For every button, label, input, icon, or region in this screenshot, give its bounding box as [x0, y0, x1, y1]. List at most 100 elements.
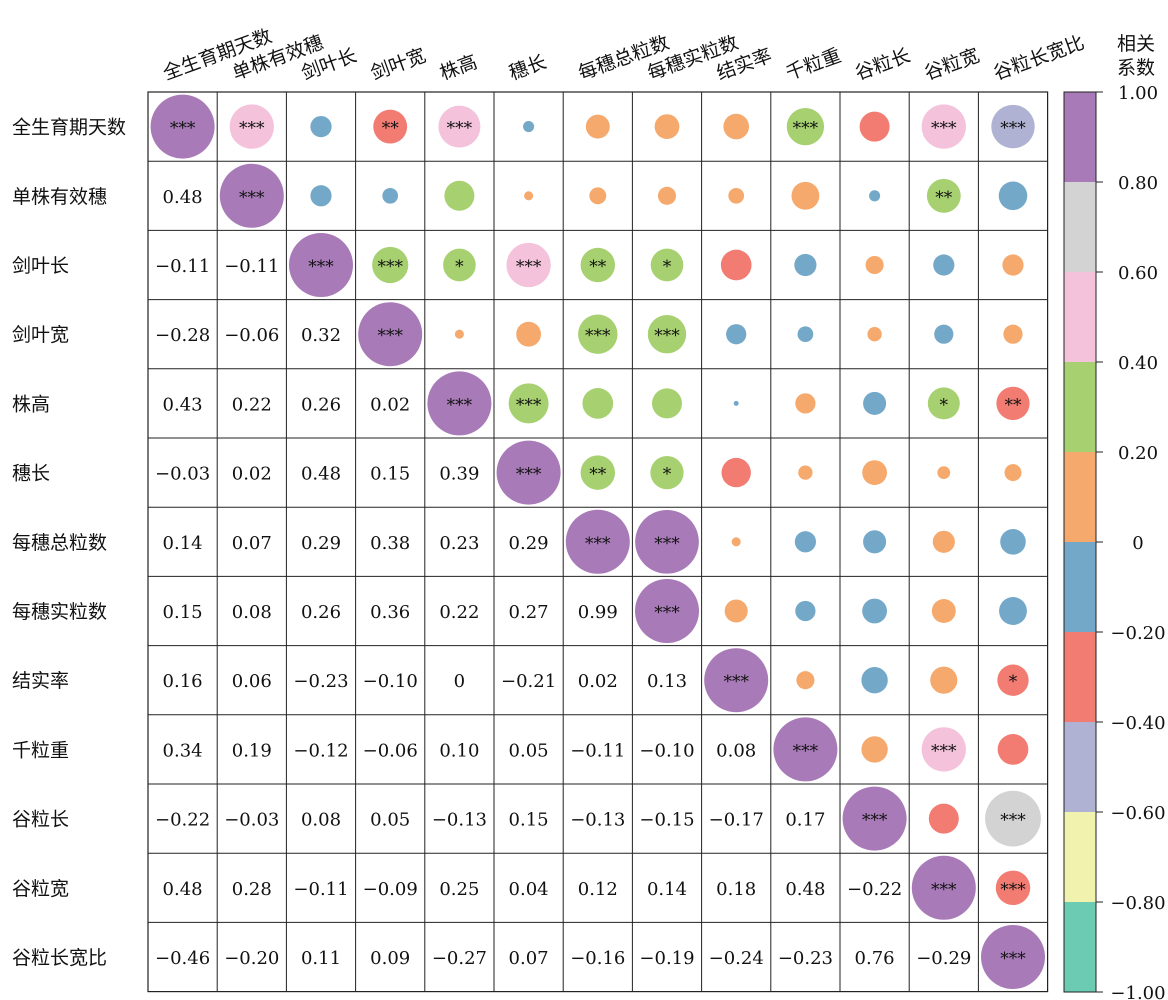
- correlation-value: 0.07: [232, 533, 272, 554]
- correlation-value: −0.24: [709, 948, 764, 969]
- correlation-circle: [937, 466, 951, 479]
- correlation-circle: [635, 579, 699, 643]
- significance-mark: *: [1009, 672, 1018, 692]
- significance-mark: ***: [516, 465, 542, 485]
- correlation-value: 0.22: [232, 394, 272, 415]
- significance-mark: *: [455, 257, 464, 277]
- correlation-circle: [496, 440, 561, 505]
- correlation-circle: [704, 648, 769, 713]
- correlation-circle: [654, 114, 680, 139]
- significance-mark: ***: [377, 257, 403, 277]
- significance-mark: ***: [862, 811, 888, 831]
- significance-mark: ***: [654, 326, 680, 346]
- correlation-value: −0.12: [293, 740, 348, 761]
- correlation-value: 0.43: [163, 394, 203, 415]
- significance-mark: ***: [239, 188, 265, 208]
- correlation-value: 0.08: [232, 602, 272, 623]
- row-labels: 全生育期天数单株有效穗剑叶长剑叶宽株高穗长每穗总粒数每穗实粒数结实率千粒重谷粒长…: [12, 117, 126, 969]
- correlation-circle: [565, 509, 630, 574]
- correlation-circle: [427, 371, 492, 436]
- correlation-value: −0.23: [293, 671, 348, 692]
- correlation-circle: [723, 113, 749, 140]
- correlation-circle: [862, 598, 887, 624]
- correlation-circle: [995, 870, 1031, 906]
- correlation-value: 0.34: [163, 740, 203, 761]
- correlation-circle: [911, 855, 976, 920]
- column-label: 株高: [437, 51, 480, 85]
- colorbar-bin: [1064, 542, 1096, 632]
- correlation-circle: [372, 246, 409, 284]
- colorbar-bin: [1064, 92, 1096, 182]
- correlation-value: 0.08: [716, 740, 756, 761]
- correlation-circle: [721, 457, 751, 488]
- significance-mark: ***: [377, 326, 403, 346]
- significance-mark: *: [940, 395, 949, 415]
- colorbar-tick-label: −0.20: [1110, 623, 1165, 644]
- correlation-circle: [798, 465, 813, 480]
- correlation-circle: [796, 671, 815, 690]
- correlation-circle: [985, 790, 1041, 847]
- significance-mark: ***: [447, 395, 473, 415]
- correlation-value: 0.15: [370, 464, 410, 485]
- significance-mark: ***: [931, 119, 957, 139]
- correlation-value: 0.13: [647, 671, 687, 692]
- significance-mark: ***: [793, 119, 819, 139]
- correlation-value: −0.11: [155, 256, 210, 277]
- correlation-value: 0.27: [509, 602, 549, 623]
- significance-mark: **: [382, 119, 400, 139]
- colorbar-bin: [1064, 182, 1096, 272]
- significance-mark: *: [663, 257, 672, 277]
- correlation-circle: [651, 388, 683, 419]
- correlation-value: 0.04: [509, 879, 549, 900]
- correlation-value: 0.23: [439, 533, 479, 554]
- significance-mark: ***: [585, 326, 611, 346]
- significance-mark: ***: [308, 257, 334, 277]
- colorbar-tick-label: 1.00: [1118, 83, 1158, 104]
- correlation-value: 0.76: [855, 948, 895, 969]
- significance-mark: ***: [931, 880, 957, 900]
- row-label: 单株有效穗: [12, 186, 107, 208]
- correlation-value: 0.11: [301, 948, 341, 969]
- colorbar-bin: [1064, 362, 1096, 452]
- correlation-circle: [229, 104, 274, 149]
- significance-mark: ***: [516, 395, 542, 415]
- correlation-circle: [928, 803, 959, 834]
- correlation-value: −0.29: [916, 948, 971, 969]
- correlation-circle: [930, 666, 958, 694]
- correlation-circle: [219, 163, 284, 228]
- colorbar-tick-label: 0.20: [1118, 443, 1158, 464]
- correlation-value: −0.11: [570, 740, 625, 761]
- correlation-circle: [728, 187, 745, 204]
- colorbar-tick-label: −0.40: [1110, 713, 1165, 734]
- row-label: 每穗实粒数: [12, 601, 107, 623]
- colorbar-tick-label: 0.80: [1118, 173, 1158, 194]
- correlation-circle: [438, 105, 481, 148]
- significance-mark: ***: [447, 119, 473, 139]
- colorbar-bin: [1064, 902, 1096, 992]
- row-label: 谷粒长: [12, 809, 69, 831]
- correlation-circle: [794, 531, 817, 553]
- correlation-circle: [863, 391, 887, 415]
- correlation-value: 0.26: [301, 602, 341, 623]
- significance-mark: ***: [585, 534, 611, 554]
- correlation-value: 0.15: [163, 602, 203, 623]
- correlation-value: 0.19: [232, 740, 272, 761]
- correlation-value: −0.21: [501, 671, 556, 692]
- correlation-circle: [865, 255, 884, 275]
- correlation-circle: [310, 115, 332, 138]
- correlation-circle: [580, 247, 616, 283]
- correlation-circle: [927, 387, 960, 420]
- correlation-circle: [582, 388, 614, 419]
- correlation-value: 0.09: [370, 948, 410, 969]
- correlation-circle: [444, 180, 475, 211]
- colorbar-tick-label: −0.80: [1110, 893, 1165, 914]
- correlation-circle: [794, 253, 817, 277]
- correlation-value: 0.26: [301, 394, 341, 415]
- colorbar-tick-label: 0.60: [1118, 263, 1158, 284]
- correlation-circle: [859, 111, 890, 142]
- significance-mark: **: [935, 188, 953, 208]
- correlation-value: −0.10: [639, 740, 694, 761]
- correlation-value: 0.12: [578, 879, 618, 900]
- significance-mark: **: [589, 465, 607, 485]
